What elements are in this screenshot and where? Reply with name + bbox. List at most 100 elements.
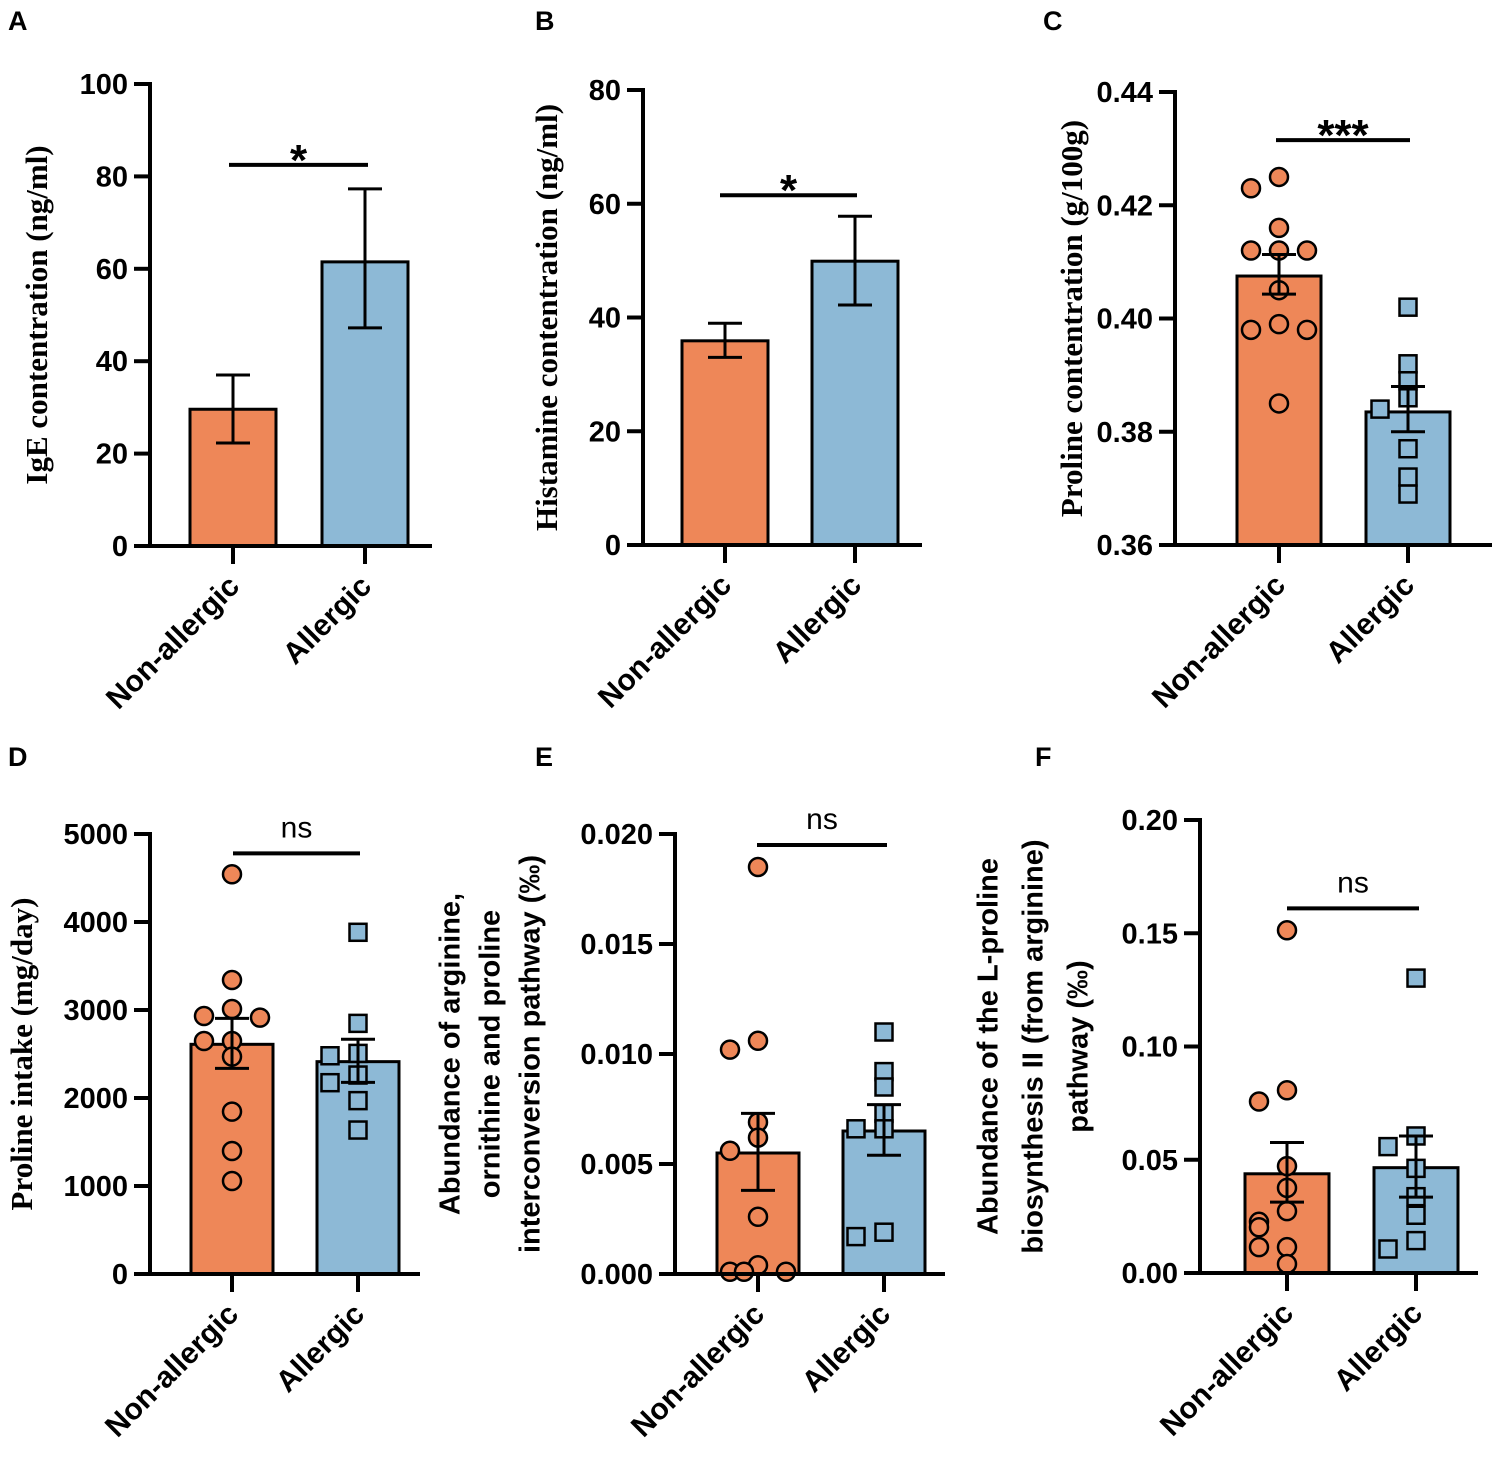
data-point [874, 1077, 894, 1097]
y-axis-label: biosynthesis II (from arginine) [1018, 839, 1050, 1253]
data-point [320, 1046, 340, 1066]
y-tick-label: 20 [96, 439, 128, 471]
y-tick-label: 100 [80, 69, 128, 101]
y-tick-label: 60 [589, 189, 621, 221]
error-bar [838, 214, 872, 307]
data-point [221, 864, 243, 885]
significance-label: ns [1337, 866, 1369, 899]
data-point [1268, 393, 1290, 414]
y-axis-label: Histamine contentration (ng/ml) [529, 104, 564, 531]
y-tick-label: 0.42 [1097, 190, 1153, 222]
data-point [1398, 467, 1418, 487]
y-tick-label: 0.010 [580, 1039, 653, 1071]
y-tick-label: 0.20 [1122, 805, 1178, 837]
y-tick-label: 0.000 [580, 1259, 653, 1291]
data-point [1398, 484, 1418, 504]
data-point [747, 1030, 769, 1052]
data-point [1248, 1091, 1270, 1112]
panel-letter: F [1035, 742, 1052, 772]
y-tick-label: 80 [96, 161, 128, 193]
y-tick-label: 0.15 [1122, 918, 1178, 950]
error-bar [341, 1037, 375, 1084]
y-tick-label: 0.40 [1097, 304, 1153, 336]
data-point [1276, 1079, 1298, 1101]
y-tick-label: 60 [96, 254, 128, 286]
data-point [1276, 1200, 1298, 1222]
data-point [1406, 1205, 1426, 1225]
data-point [221, 1101, 243, 1122]
data-point [348, 1120, 368, 1140]
y-axis-label: Abundance of the L-proline [973, 858, 1005, 1235]
x-tick-label: Non-allergic [1146, 569, 1292, 715]
panel-d: D 0 1000 2000 3000 4000 5000 Non-allergic Allerg… [4, 742, 420, 1444]
x-tick-label: Non-allergic [100, 570, 246, 716]
y-axis-label: Proline contentration (g/100g) [1054, 120, 1089, 517]
y-tick-label: 0.00 [1122, 1258, 1178, 1290]
data-point [1240, 178, 1262, 199]
data-point [747, 1206, 769, 1228]
data-point [1276, 1253, 1298, 1275]
y-axis-label: ornithine and proline [475, 910, 507, 1198]
panel-c: C 0.36 0.38 0.40 0.42 0.44 Non-allergic Allergi… [1043, 6, 1492, 715]
panel-letter: D [8, 742, 28, 772]
x-tick-label: Allergic [1328, 1297, 1429, 1398]
error-bar [1399, 1134, 1433, 1199]
error-bar [708, 321, 742, 359]
x-tick-label: Allergic [1320, 569, 1421, 670]
panel-f: F 0.00 0.05 0.10 0.15 0.20 Non-allergic Allergi… [973, 742, 1478, 1443]
data-point [348, 1090, 368, 1111]
y-tick-label: 0.020 [580, 819, 653, 851]
data-point [1268, 313, 1290, 335]
error-bar [216, 373, 250, 445]
panel-letter: A [8, 6, 28, 36]
data-point [874, 1022, 894, 1042]
y-tick-label: 3000 [63, 995, 128, 1027]
y-axis-label: interconversion pathway (‰) [515, 855, 547, 1253]
y-tick-label: 0.005 [580, 1149, 653, 1181]
bar-non-allergic [680, 339, 770, 547]
y-tick-label: 80 [589, 75, 621, 107]
x-tick-label: Allergic [767, 569, 868, 670]
data-point [1248, 1216, 1270, 1238]
data-point [1398, 438, 1418, 459]
y-tick-label: 40 [589, 303, 621, 335]
y-tick-label: 4000 [63, 907, 128, 939]
y-tick-label: 0.38 [1097, 417, 1153, 449]
data-point [1406, 968, 1426, 988]
significance-label: ns [281, 811, 313, 844]
significance-label: *** [1317, 111, 1369, 160]
x-tick-label: Non-allergic [592, 569, 738, 715]
x-tick-label: Allergic [270, 1298, 371, 1399]
y-tick-label: 0.44 [1097, 77, 1153, 109]
data-point [1240, 319, 1262, 341]
error-bar [1262, 253, 1296, 296]
data-point [1268, 217, 1290, 239]
data-point [747, 856, 769, 878]
data-point [846, 1226, 866, 1247]
y-tick-label: 5000 [63, 819, 128, 851]
error-bar [867, 1103, 901, 1157]
data-point [193, 1030, 215, 1052]
data-point [719, 1039, 741, 1060]
y-axis-label: Abundance of arginine, [435, 893, 467, 1215]
y-tick-label: 0.05 [1122, 1145, 1178, 1177]
data-point [719, 1140, 741, 1162]
y-tick-label: 0.10 [1122, 1032, 1178, 1064]
y-tick-label: 0 [112, 531, 128, 563]
significance-label: * [780, 166, 798, 215]
error-bar [1391, 384, 1425, 434]
data-point [1370, 399, 1390, 419]
x-tick-label: Non-allergic [99, 1298, 245, 1444]
y-tick-label: 0 [112, 1259, 128, 1291]
data-point [221, 1170, 243, 1192]
data-point [1268, 166, 1290, 188]
error-bar [215, 1016, 249, 1070]
data-point [348, 922, 368, 943]
data-point [221, 998, 243, 1020]
data-point [775, 1261, 797, 1283]
error-bar [741, 1111, 775, 1192]
data-point [1378, 1136, 1398, 1157]
y-axis-label: IgE contentration (ng/ml) [19, 145, 54, 484]
data-point [1378, 1239, 1398, 1259]
